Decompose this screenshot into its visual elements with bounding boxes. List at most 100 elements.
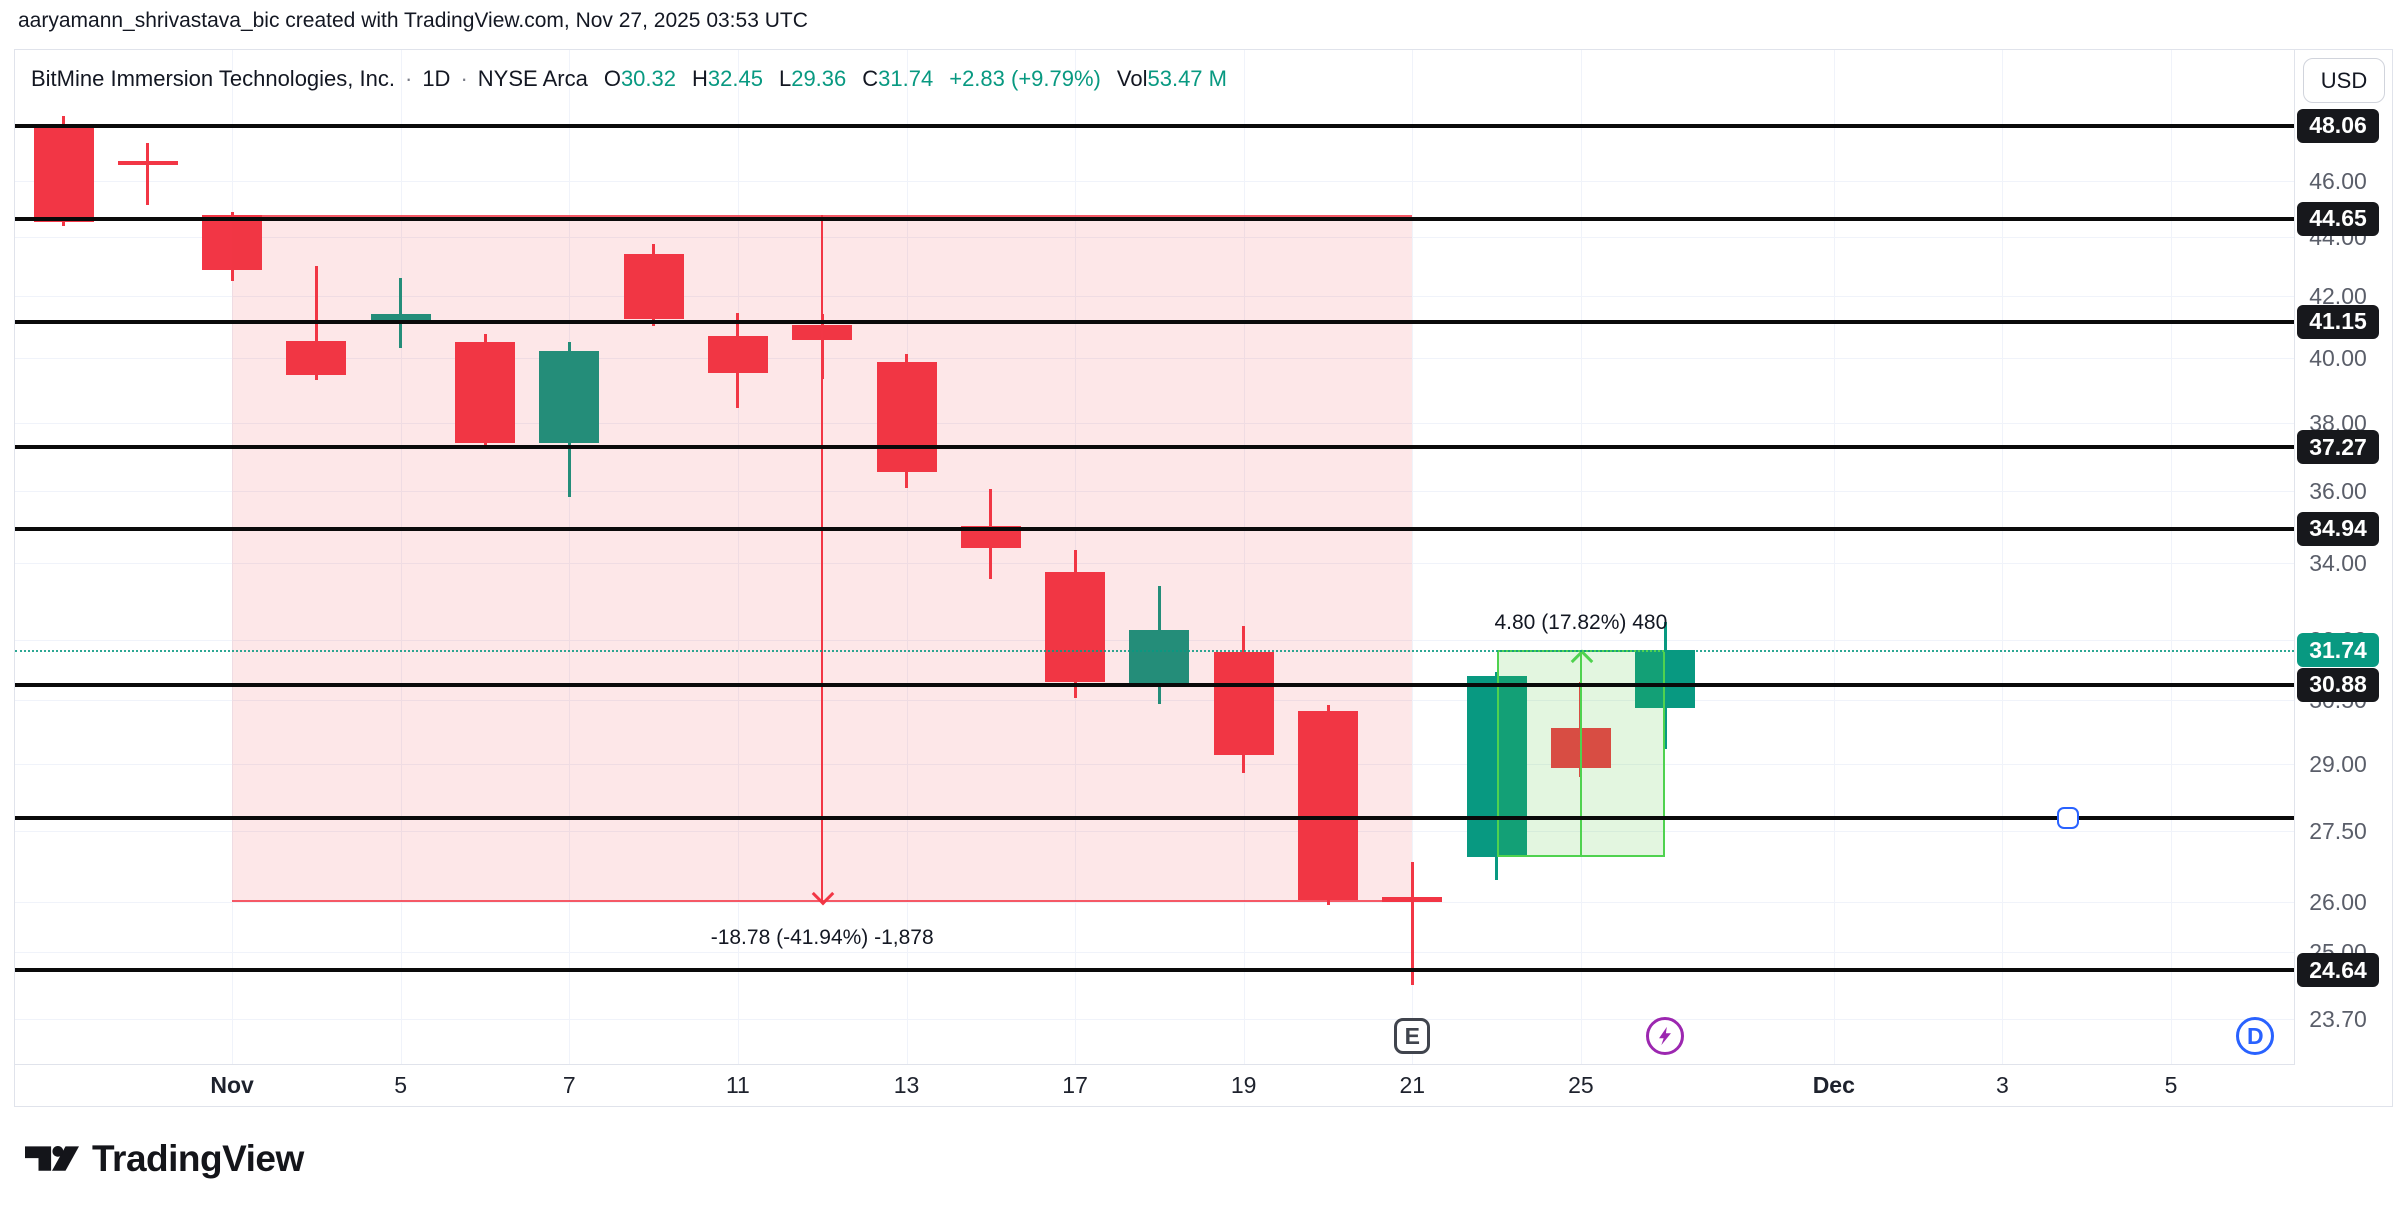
price-label: 27.50 bbox=[2309, 818, 2367, 845]
candle-body bbox=[286, 341, 347, 375]
grid-line-h bbox=[15, 764, 2294, 766]
price-label: 34.00 bbox=[2309, 550, 2367, 577]
time-label: 3 bbox=[1995, 1072, 2009, 1098]
separator-dot: · bbox=[404, 66, 413, 91]
grid-line-v bbox=[569, 50, 571, 1064]
time-label: 17 bbox=[1062, 1072, 1088, 1098]
horizontal-line-drawing[interactable] bbox=[15, 123, 2294, 128]
price-badge: 24.64 bbox=[2297, 953, 2379, 987]
lightning-icon[interactable] bbox=[1646, 1017, 1685, 1055]
tradingview-logo-icon bbox=[25, 1145, 79, 1171]
grid-line-h bbox=[15, 422, 2294, 424]
interval[interactable]: 1D bbox=[422, 66, 451, 91]
grid-line-h bbox=[15, 490, 2294, 492]
candle-body bbox=[539, 351, 600, 443]
horizontal-line-drawing[interactable] bbox=[15, 526, 2294, 531]
candle-body bbox=[1213, 651, 1274, 756]
grid-line-v bbox=[737, 50, 739, 1064]
candle-wick bbox=[399, 278, 403, 349]
measure-arrow-line bbox=[1579, 650, 1582, 858]
price-badge: 48.06 bbox=[2297, 108, 2379, 143]
time-label: 13 bbox=[893, 1072, 920, 1098]
price-label: 36.00 bbox=[2309, 477, 2367, 504]
symbol-info-bar: BitMine Immersion Technologies, Inc. · 1… bbox=[31, 64, 1227, 94]
time-label: Dec bbox=[1812, 1072, 1855, 1098]
volume: Vol53.47 M bbox=[1116, 66, 1227, 91]
tradingview-logo: TradingView bbox=[25, 1138, 304, 1180]
time-label: 7 bbox=[562, 1072, 576, 1098]
grid-line-h bbox=[15, 700, 2294, 702]
price-label: 46.00 bbox=[2309, 168, 2367, 195]
exchange: NYSE Arca bbox=[477, 66, 588, 91]
price-label: 29.00 bbox=[2309, 751, 2367, 778]
measure-label: 4.80 (17.82%) 480 bbox=[1494, 611, 1668, 634]
time-label: 21 bbox=[1399, 1072, 1426, 1098]
time-axis[interactable]: Nov 5 7 11 13 17 19 21 25 Dec 3 5 bbox=[15, 1065, 2294, 1106]
candle-body bbox=[455, 342, 515, 443]
time-label: 11 bbox=[725, 1072, 750, 1098]
symbol-name[interactable]: BitMine Immersion Technologies, Inc. bbox=[31, 66, 395, 91]
horizontal-line-drawing[interactable] bbox=[15, 968, 2294, 972]
candle-body bbox=[1635, 650, 1696, 708]
grid-line-h bbox=[15, 296, 2294, 297]
price-badge: 34.94 bbox=[2297, 511, 2379, 546]
grid-line-h bbox=[15, 951, 2294, 953]
line-drag-handle[interactable] bbox=[2057, 807, 2080, 830]
currency-button[interactable]: USD bbox=[2303, 58, 2385, 103]
candle-body bbox=[960, 525, 1021, 549]
candle-body bbox=[876, 361, 937, 472]
time-label: 5 bbox=[2164, 1072, 2178, 1098]
separator-dot: · bbox=[460, 66, 468, 91]
price-label: 42.00 bbox=[2309, 283, 2367, 309]
grid-line-v bbox=[906, 50, 908, 1064]
horizontal-line-drawing[interactable] bbox=[15, 216, 2294, 221]
price-badge: 30.88 bbox=[2297, 667, 2379, 702]
price-label: 40.00 bbox=[2309, 344, 2367, 371]
candle-body bbox=[117, 160, 178, 165]
grid-line-v bbox=[2171, 50, 2172, 1064]
candle-body bbox=[202, 215, 263, 271]
ohlc-open: O30.32 bbox=[603, 66, 676, 91]
grid-line-h bbox=[15, 1019, 2294, 1021]
current-price-line bbox=[15, 650, 2294, 652]
tradingview-logo-text: TradingView bbox=[92, 1138, 304, 1179]
horizontal-line-drawing[interactable] bbox=[15, 816, 2294, 821]
grid-line-v bbox=[232, 50, 234, 1064]
earnings-icon[interactable]: E bbox=[1394, 1018, 1431, 1054]
grid-line-h bbox=[15, 563, 2294, 565]
grid-line-v bbox=[1412, 50, 1414, 1064]
current-price-badge: 31.74 bbox=[2297, 633, 2379, 667]
candle-body bbox=[707, 336, 768, 373]
horizontal-line-drawing[interactable] bbox=[15, 682, 2294, 687]
price-badge: 41.15 bbox=[2297, 304, 2379, 339]
grid-line-v bbox=[400, 50, 402, 1064]
price-axis[interactable]: USD 46.0044.0042.0040.0038.0036.0034.003… bbox=[2295, 50, 2392, 1106]
grid-line-v bbox=[2002, 50, 2004, 1064]
time-label: Nov bbox=[210, 1072, 254, 1098]
price-badge: 44.65 bbox=[2297, 201, 2379, 236]
grid-line-h bbox=[15, 357, 2294, 359]
candle-body bbox=[33, 127, 94, 222]
d-badge-icon[interactable]: D bbox=[2236, 1017, 2275, 1055]
horizontal-line-drawing[interactable] bbox=[15, 319, 2294, 324]
grid-line-h bbox=[15, 237, 2294, 239]
ohlc-close: C31.74 bbox=[862, 66, 934, 91]
time-label: 25 bbox=[1568, 1072, 1594, 1098]
candle-wick bbox=[1410, 861, 1414, 985]
price-badge: 37.27 bbox=[2297, 430, 2379, 464]
candle-body bbox=[1045, 572, 1106, 683]
candle-wick bbox=[146, 143, 150, 205]
price-change: +2.83 (+9.79%) bbox=[949, 66, 1101, 91]
chart-container: -18.78 (-41.94%) -1,878 4.80 (17.82%) 480… bbox=[14, 49, 2393, 1107]
time-label: 5 bbox=[394, 1072, 408, 1098]
time-label: 19 bbox=[1230, 1072, 1257, 1098]
measure-arrow-line bbox=[821, 215, 824, 903]
grid-line-h bbox=[15, 181, 2294, 183]
grid-line-v bbox=[1833, 50, 1835, 1064]
ohlc-high: H32.45 bbox=[692, 66, 763, 91]
price-label: 26.00 bbox=[2309, 889, 2367, 916]
horizontal-line-drawing[interactable] bbox=[15, 445, 2294, 449]
candle-body bbox=[1382, 897, 1443, 903]
candle-body bbox=[1298, 710, 1358, 900]
measure-label: -18.78 (-41.94%) -1,878 bbox=[710, 926, 934, 950]
